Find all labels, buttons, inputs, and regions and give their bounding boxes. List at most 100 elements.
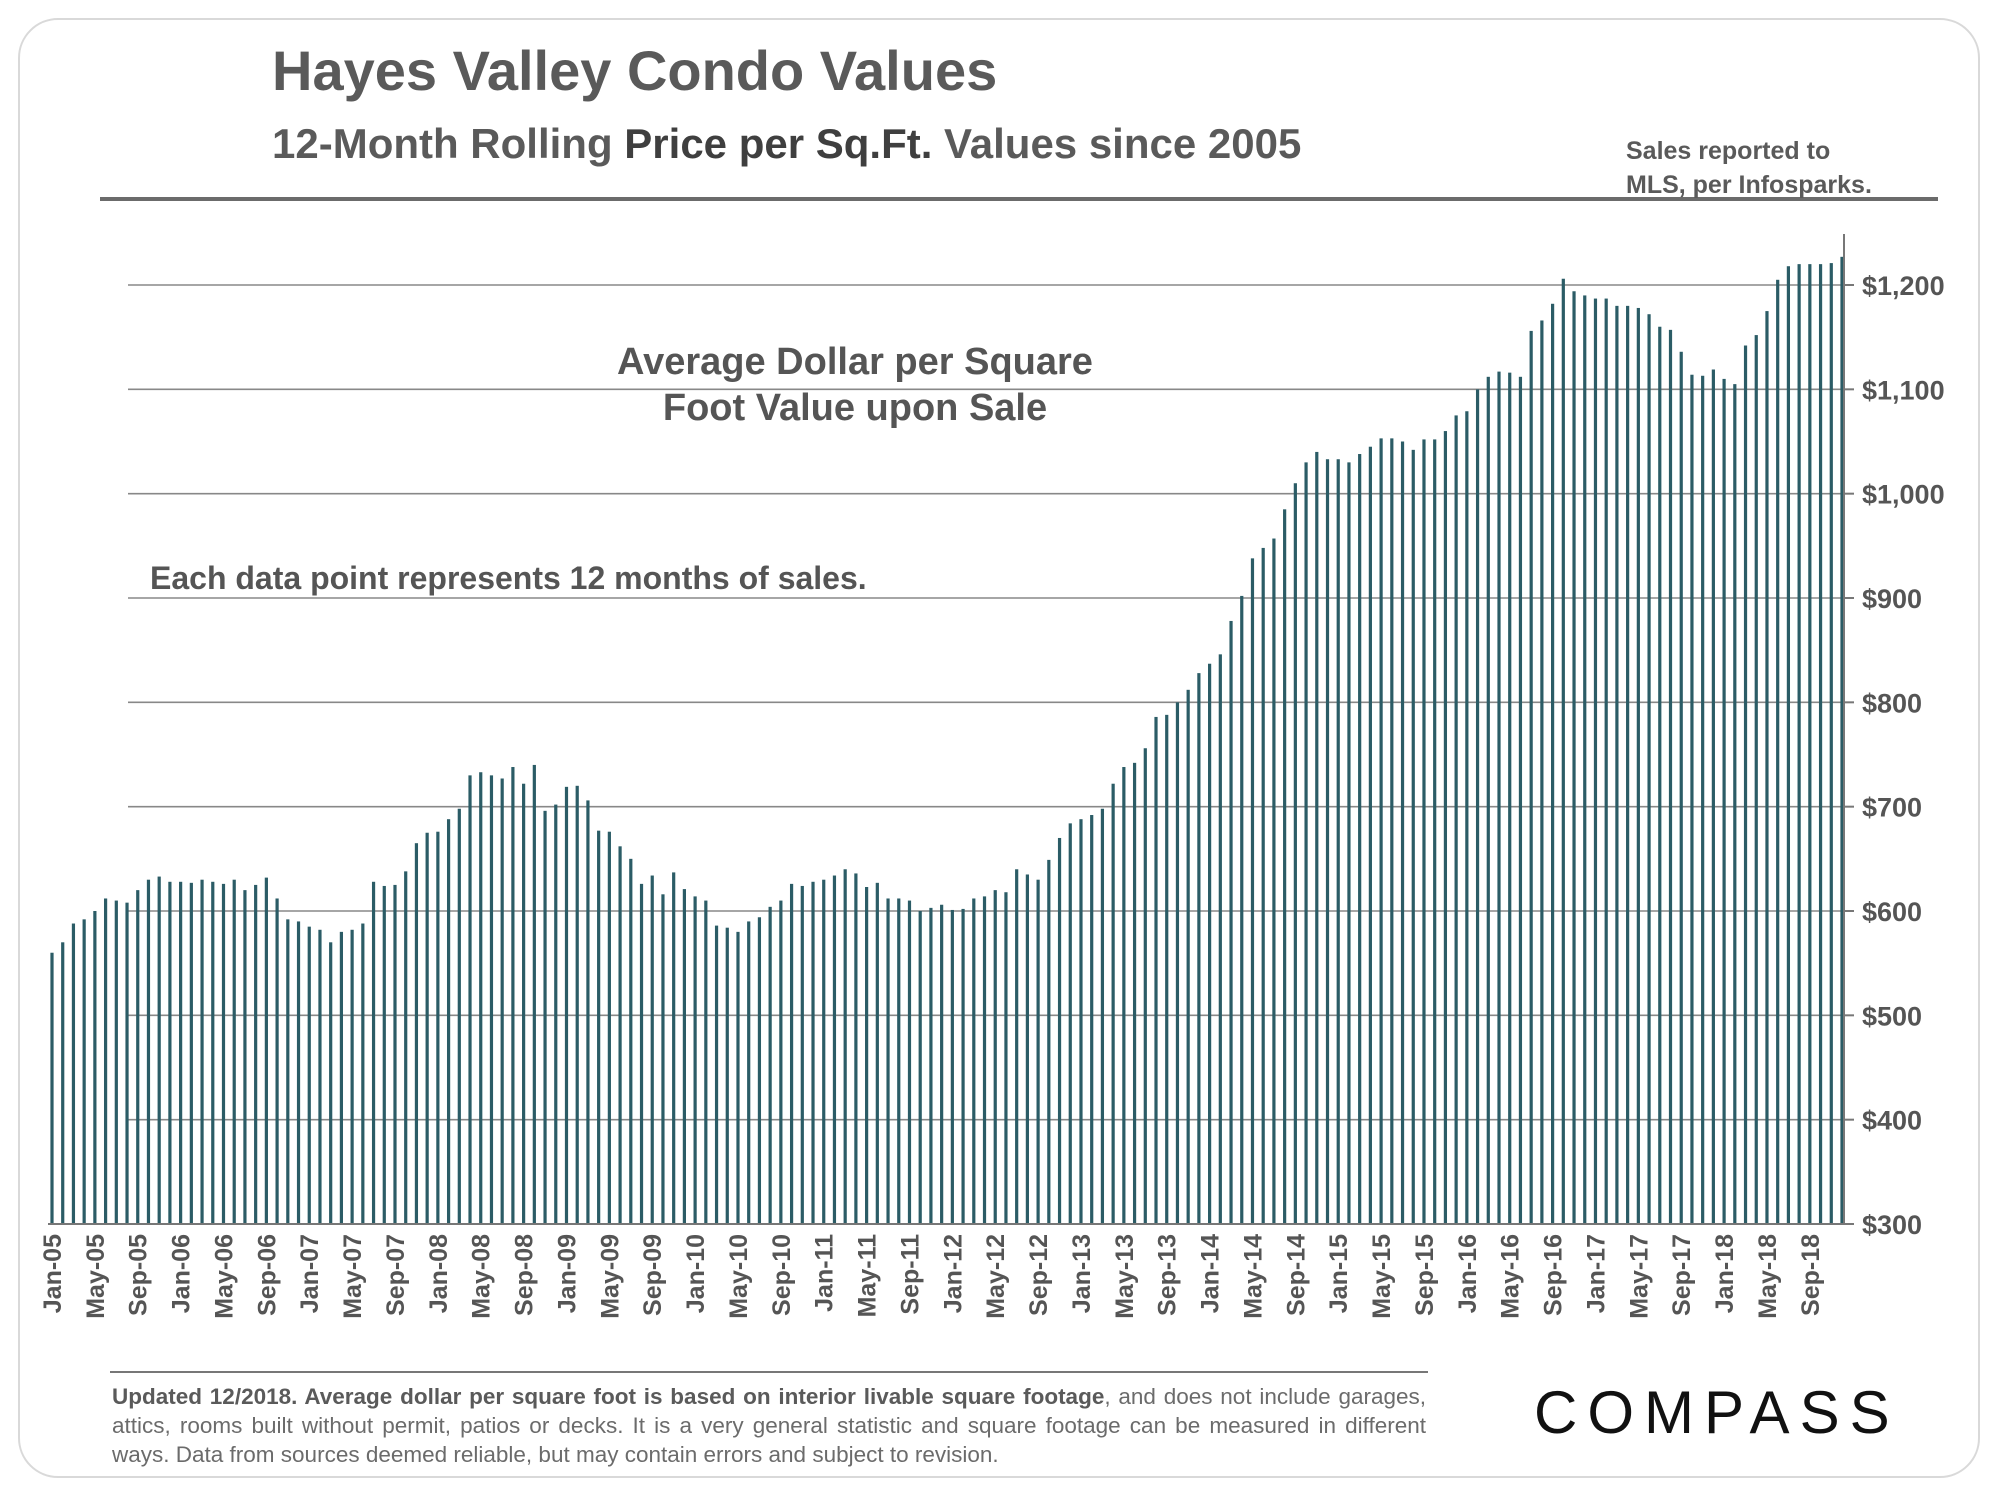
bar xyxy=(189,882,193,1224)
bar xyxy=(382,885,386,1224)
bar xyxy=(811,881,815,1224)
bar xyxy=(672,872,676,1224)
x-tick-label: Jan-10 xyxy=(682,1234,710,1313)
bar xyxy=(1379,438,1383,1224)
x-tick-label: Sep-11 xyxy=(896,1234,924,1315)
bar xyxy=(1272,538,1276,1224)
x-axis-labels: Jan-05 May-05 Sep-05 Jan-06 May-06 Sep-06 Jan-… xyxy=(39,1234,1825,1319)
x-tick-label: Sep-07 xyxy=(382,1234,410,1316)
bar xyxy=(179,881,183,1224)
bar xyxy=(1722,378,1726,1224)
bar xyxy=(554,804,558,1224)
bar xyxy=(1765,311,1769,1224)
bar xyxy=(618,846,622,1224)
compass-logo: COMPASS xyxy=(1534,1379,1900,1446)
x-tick-label: May-06 xyxy=(210,1234,238,1319)
bar xyxy=(1550,303,1555,1224)
bar xyxy=(286,919,290,1224)
bar xyxy=(1572,291,1576,1224)
bar xyxy=(865,887,869,1224)
footnote-rest: , and does not include garages, attics, … xyxy=(112,1384,1427,1467)
x-tick-label: Sep-09 xyxy=(639,1234,667,1316)
bar xyxy=(875,882,879,1224)
bar xyxy=(1208,663,1212,1224)
bar xyxy=(1004,892,1008,1224)
bar xyxy=(1197,673,1201,1224)
bar xyxy=(886,898,890,1224)
bar xyxy=(972,898,976,1224)
page-subtitle: 12-Month Rolling Price per Sq.Ft. Values… xyxy=(272,120,1301,168)
bar xyxy=(1518,376,1523,1224)
bar xyxy=(1465,411,1469,1224)
chart-annotation-line-1: Average Dollar per Square xyxy=(617,341,1093,383)
bar xyxy=(1508,372,1512,1224)
x-tick-label: May-12 xyxy=(982,1234,1010,1319)
bar xyxy=(393,884,397,1224)
x-tick-label: Jan-09 xyxy=(553,1234,581,1313)
source-note: Sales reported to MLS, per Infosparks. xyxy=(1626,134,1872,202)
bar xyxy=(1647,314,1651,1224)
bar xyxy=(1293,483,1297,1224)
x-tick-label: Jan-16 xyxy=(1454,1234,1482,1313)
x-tick-label: Sep-14 xyxy=(1282,1234,1310,1316)
bar xyxy=(103,898,108,1224)
bar xyxy=(1079,819,1083,1224)
bar xyxy=(779,900,783,1224)
x-tick-label: Jan-14 xyxy=(1197,1234,1225,1313)
y-tick-label: $700 xyxy=(1862,793,1922,823)
subtitle-part-3: Values since 2005 xyxy=(932,120,1302,167)
bar xyxy=(693,896,697,1224)
bar xyxy=(1711,369,1715,1224)
bar xyxy=(1218,654,1222,1224)
y-tick-label: $500 xyxy=(1862,1001,1922,1031)
bar xyxy=(211,881,215,1224)
bar xyxy=(1583,295,1587,1224)
x-tick-label: May-08 xyxy=(468,1234,496,1319)
bar xyxy=(1786,266,1791,1225)
y-tick-label: $600 xyxy=(1862,897,1922,927)
y-tick-label: $1,000 xyxy=(1862,480,1945,510)
bar xyxy=(1025,874,1029,1224)
bar xyxy=(425,832,429,1224)
bar xyxy=(704,900,708,1224)
x-tick-label: May-07 xyxy=(339,1234,367,1319)
bar xyxy=(1154,716,1158,1224)
bar xyxy=(404,871,408,1224)
bar xyxy=(1143,748,1147,1224)
x-tick-label: Jan-17 xyxy=(1582,1234,1610,1313)
bar xyxy=(318,929,322,1224)
bar xyxy=(789,883,794,1224)
bar xyxy=(800,885,804,1224)
bar xyxy=(500,778,504,1224)
y-tick-label: $900 xyxy=(1862,584,1922,614)
bar xyxy=(1111,783,1115,1224)
bar xyxy=(1604,298,1608,1224)
bar xyxy=(200,879,204,1224)
bar xyxy=(307,926,311,1224)
x-tick-label: Sep-17 xyxy=(1668,1234,1696,1316)
x-tick-label: Sep-08 xyxy=(511,1234,539,1316)
subtitle-part-2: Price per Sq.Ft. xyxy=(624,120,933,167)
bar xyxy=(1615,305,1619,1224)
bar xyxy=(1358,454,1362,1224)
bar xyxy=(1347,462,1351,1224)
x-tick-label: May-10 xyxy=(725,1234,753,1319)
bar xyxy=(1015,869,1019,1224)
x-tick-label: Sep-10 xyxy=(768,1234,796,1316)
bar xyxy=(1475,389,1480,1224)
bar xyxy=(918,911,922,1224)
footnote: Updated 12/2018. Average dollar per squa… xyxy=(112,1382,1426,1469)
bar xyxy=(446,819,451,1224)
bar xyxy=(1090,815,1094,1224)
bar xyxy=(125,902,129,1224)
bar xyxy=(1658,326,1662,1224)
bar xyxy=(489,775,494,1224)
bar xyxy=(1679,351,1683,1225)
bar xyxy=(1400,441,1405,1224)
bar xyxy=(157,876,161,1224)
bar xyxy=(1776,279,1780,1224)
bar xyxy=(1250,558,1255,1224)
bar xyxy=(639,883,644,1224)
bar xyxy=(1422,439,1426,1224)
bar xyxy=(1626,305,1630,1224)
